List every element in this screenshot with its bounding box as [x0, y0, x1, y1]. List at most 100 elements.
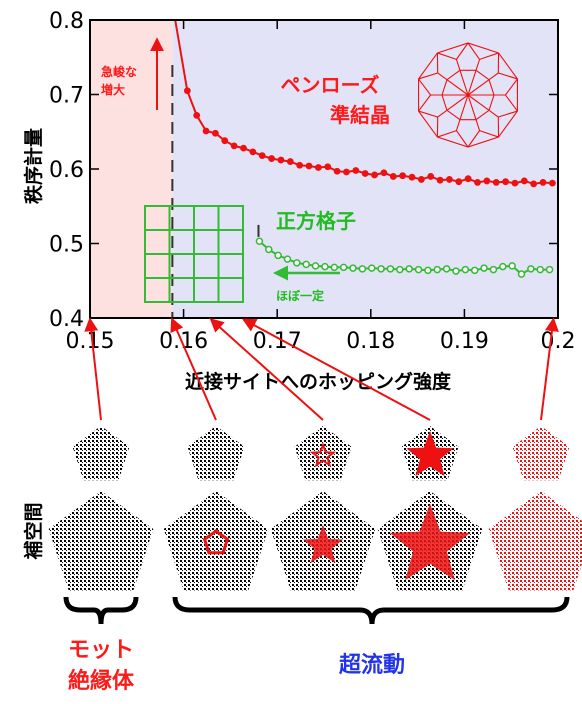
data-point [371, 171, 378, 179]
snapshots [48, 426, 582, 591]
x-tick-label: 0.18 [346, 329, 395, 354]
superfluid-label: 超流動 [339, 652, 405, 678]
penrose-rhomb-edge [467, 42, 481, 60]
data-point [545, 265, 554, 274]
data-point [293, 259, 301, 267]
snapshot-arrow [241, 318, 431, 421]
penrose-spoke [467, 79, 490, 96]
data-point [193, 111, 201, 119]
data-point [427, 173, 435, 180]
data-point [377, 265, 385, 273]
snapshot-large-pentagon [163, 491, 269, 591]
data-point [265, 245, 273, 254]
penrose-tiling-icon [417, 42, 519, 148]
data-point [230, 142, 238, 150]
data-point [339, 263, 348, 272]
data-point [352, 167, 360, 174]
steep-increase-label-line2: 増大 [101, 82, 125, 97]
x-axis-label: 近接サイトへのホッピング強度 [185, 370, 452, 393]
data-point [330, 263, 339, 272]
data-point [446, 176, 453, 183]
complement-space-label: 補空間 [22, 502, 45, 560]
y-tick-label: 0.6 [49, 158, 84, 183]
data-point [286, 158, 294, 165]
data-point [399, 172, 407, 180]
data-point [358, 265, 367, 273]
data-point [183, 87, 191, 95]
snapshot-small-pentagon [72, 426, 130, 481]
penrose-spoke [446, 94, 469, 111]
data-point [417, 176, 425, 183]
data-point [311, 262, 320, 270]
penrose-spoke [446, 79, 469, 96]
data-point [396, 265, 404, 274]
x-tick-label: 0.2 [541, 329, 576, 354]
data-point [405, 265, 413, 273]
x-tick-label: 0.15 [66, 329, 115, 354]
data-point [296, 161, 304, 169]
penrose-rhomb-edge [455, 130, 469, 148]
snapshot-arrow [540, 317, 559, 421]
square-lattice-label: 正方格子 [276, 209, 356, 233]
snapshot-red-region [302, 524, 344, 564]
y-tick-label: 0.4 [49, 307, 84, 332]
data-point [480, 264, 488, 272]
data-point [321, 262, 329, 271]
snapshot-small-pentagon [187, 426, 245, 481]
data-point [302, 260, 310, 269]
snapshot-red-region-small [309, 442, 337, 468]
penrose-label-line1: ペンローズ [281, 73, 380, 97]
snapshot-large-pentagon [488, 491, 582, 591]
snapshot-red-region [389, 503, 471, 581]
data-point [367, 264, 376, 272]
penrose-rhomb-edge [437, 52, 457, 60]
penrose-label-line2: 準結晶 [330, 103, 390, 127]
data-point [539, 179, 547, 186]
square-lattice-icon [144, 205, 244, 303]
snapshot-arrow [209, 318, 324, 421]
y-tick-label: 0.7 [49, 84, 84, 109]
snapshot-large-pentagon [48, 491, 154, 591]
data-point [517, 270, 526, 278]
data-point [305, 162, 313, 170]
snapshot-arrow [84, 317, 102, 421]
data-point [455, 178, 463, 186]
data-point [483, 177, 491, 185]
ticks-layer: 0.15 0.16 0.17 0.18 0.19 0.2 0.4 0.5 0.6 0.7 0.8 [49, 9, 576, 354]
data-point [492, 179, 500, 186]
data-point [333, 167, 341, 175]
penrose-spoke [459, 94, 469, 120]
data-point [212, 129, 219, 137]
data-point [520, 177, 528, 185]
snapshot-small-pentagon [512, 426, 570, 481]
penrose-spoke [467, 94, 477, 120]
data-point [258, 152, 266, 159]
data-point [436, 176, 444, 184]
data-point [324, 163, 332, 171]
steep-increase-label-line1: 急峻な [101, 64, 137, 79]
data-point [452, 267, 460, 275]
data-point [499, 262, 507, 271]
penrose-spoke [467, 94, 490, 111]
y-axis-label: 秩序計量 [22, 128, 45, 204]
x-tick-label: 0.19 [440, 329, 489, 354]
y-tick-label: 0.8 [49, 9, 84, 34]
data-point [464, 175, 472, 183]
flat-label: ほぼ一定 [276, 288, 324, 303]
snapshot-red-region-small [406, 431, 454, 477]
data-point [424, 266, 432, 275]
data-point [433, 265, 442, 274]
mott-region-background [90, 20, 173, 318]
data-point [389, 173, 397, 180]
data-point [202, 127, 210, 135]
data-point [314, 164, 322, 171]
chart-plot: 0.15 0.16 0.17 0.18 0.19 0.2 0.4 0.5 0.6 0.7 0.8 近… [22, 9, 576, 393]
penrose-rhomb-edge [479, 130, 499, 138]
data-point [240, 144, 247, 152]
data-point [508, 262, 516, 270]
data-point [474, 179, 481, 186]
data-point [470, 266, 479, 275]
data-point [255, 237, 264, 246]
data-point [380, 169, 388, 177]
